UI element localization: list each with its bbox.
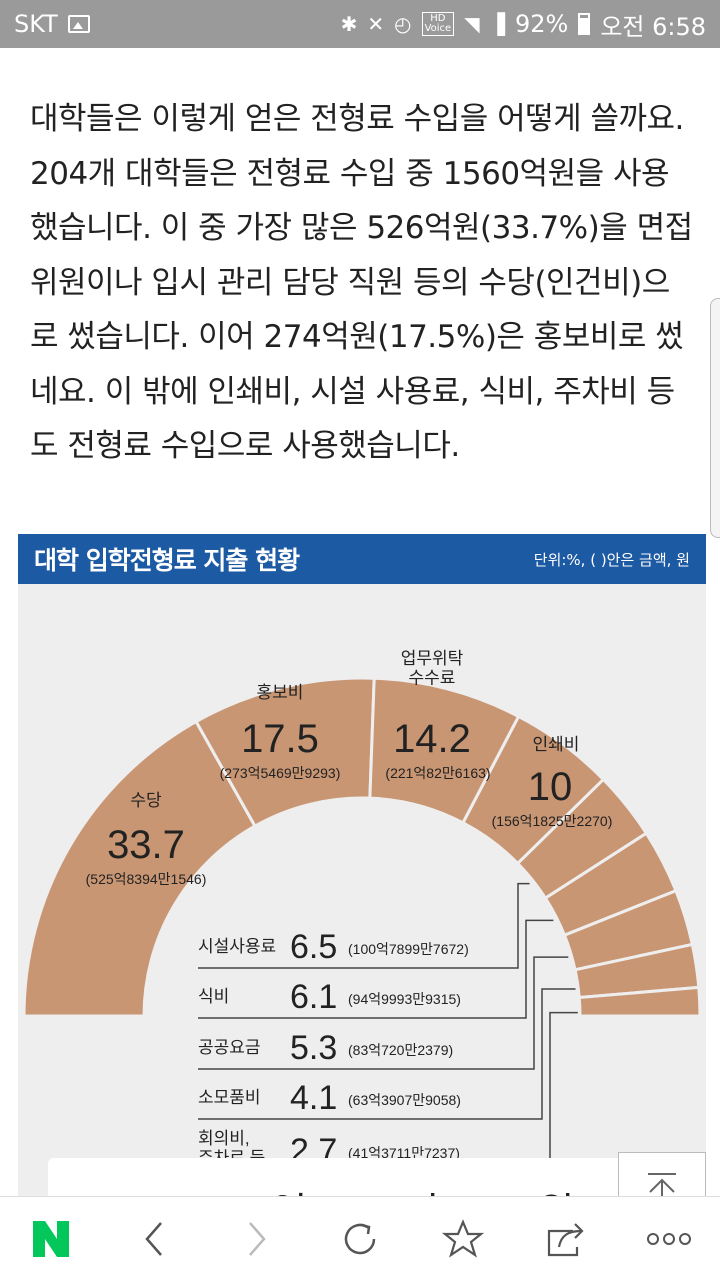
chevron-right-icon [249,1221,266,1256]
slice-label-7: 소모품비 [198,1088,261,1107]
scroll-handle[interactable] [710,298,720,538]
slice-0 [22,719,258,1018]
share-icon [547,1222,584,1256]
more-dots-icon [646,1232,691,1245]
signal-icon: ▐ [489,12,505,36]
chart-title: 대학 입학전형료 지출 현황 [34,546,300,575]
hd-voice-icon: HD Voice [421,12,455,36]
reload-icon [344,1223,376,1254]
expenditure-chart: 수당 33.7 (525억8394만1546) 홍보비 17.5 (273억5469만92… [22,649,702,1164]
bookmark-button[interactable] [411,1197,514,1281]
arrow-up-icon [648,1173,676,1198]
slice-amount-2: (221억82만6163) [385,765,490,781]
slice-amount-1: (273억5469만9293) [220,765,341,781]
forward-button[interactable] [206,1197,309,1281]
naver-n-icon [33,1220,70,1257]
leader-line-5 [198,919,554,1019]
slice-value-5: 6.1 [290,978,337,1016]
slice-label-6: 공공요금 [198,1038,261,1057]
slice-value-0: 33.7 [107,823,185,867]
slice-label-0: 수당 [130,791,162,810]
battery-percent: 92% [514,10,569,38]
status-bar: SKT ✱ ✕ ◴ HD Voice ◥ ▐ 92% 오전 6:58 [0,0,720,48]
slice-label-4: 시설사용료 [198,937,276,956]
slice-amount-6: (83억720만2379) [348,1042,453,1058]
browser-nav-bar [0,1196,720,1280]
slice-amount-5: (94억9993만9315) [348,991,461,1007]
article-paragraph: 대학들은 이렇게 얻은 전형료 수입을 어떻게 쓸까요. 204개 대학들은 전… [30,101,693,464]
slice-value-7: 4.1 [290,1079,337,1117]
slice-value-6: 5.3 [290,1029,337,1067]
bluetooth-icon: ✱ [340,12,358,36]
battery-icon [578,13,591,35]
web-content[interactable]: 대학들은 이렇게 얻은 전형료 수입을 어떻게 쓸까요. 204개 대학들은 전… [0,48,720,1198]
chart-unit-note: 단위:%, ( )안은 금액, 원 [533,550,690,569]
star-icon [441,1218,484,1258]
slice-value-2: 14.2 [393,717,471,761]
gallery-icon [67,15,90,33]
slice-8 [577,985,702,1018]
slice-label-1: 홍보비 [257,683,304,702]
share-button[interactable] [514,1197,617,1281]
slice-amount-8: (41억3711만7237) [348,1145,460,1161]
slice-label-5: 식비 [198,987,229,1006]
leader-line-4 [198,882,530,969]
slice-value-1: 17.5 [241,717,319,761]
total-box: 합계1560억2005만4937원 [48,1158,648,1198]
reload-button[interactable] [309,1197,412,1281]
slice-amount-0: (525억8394만1546) [86,871,207,887]
leader-line-6 [198,956,569,1070]
leader-line-8 [549,1011,578,1164]
slice-label-2: 업무위탁 수수료 [401,649,464,688]
chevron-left-icon [145,1221,163,1256]
wifi-icon: ◥ [464,12,480,36]
total-value: 1560억2005만4937원 [173,1190,575,1198]
slice-amount-3: (156억1825만2270) [492,813,613,829]
more-button[interactable] [617,1197,720,1281]
infographic: 대학 입학전형료 지출 현황 단위:%, ( )안은 금액, 원 수당 33.7 (… [18,534,706,1198]
carrier-label: SKT [14,10,58,38]
mute-icon: ✕ [367,12,385,36]
infographic-header: 대학 입학전형료 지출 현황 단위:%, ( )안은 금액, 원 [18,534,706,584]
slice-amount-4: (100억7899만7672) [348,941,469,957]
clock: 오전 6:58 [600,12,706,41]
slice-value-4: 6.5 [290,928,337,966]
back-button[interactable] [103,1197,206,1281]
slice-value-3: 10 [528,765,573,809]
slice-amount-7: (63억3907만9058) [348,1092,461,1108]
alarm-icon: ◴ [394,12,412,36]
scroll-to-top-button[interactable] [618,1152,706,1198]
naver-home-button[interactable] [0,1197,103,1281]
leader-line-7 [198,988,576,1120]
slice-label-3: 인쇄비 [533,735,580,754]
